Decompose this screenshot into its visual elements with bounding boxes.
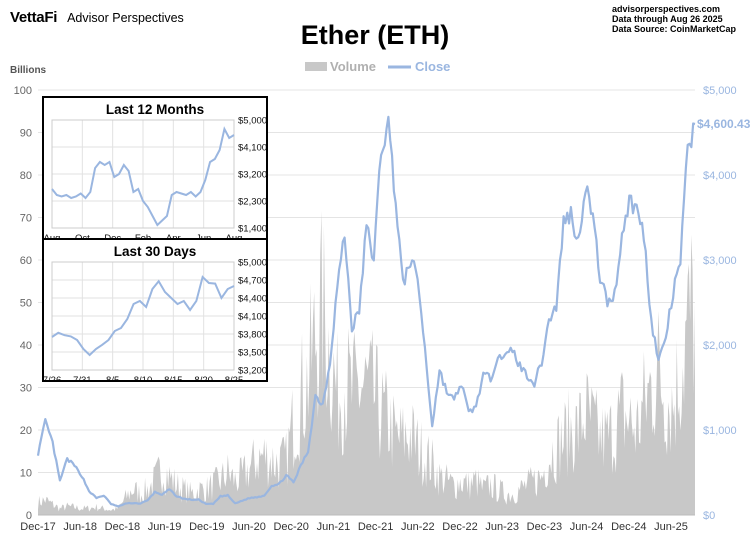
right-tick-label: $5,000 <box>703 85 737 97</box>
x-tick-label: Dec-24 <box>611 521 646 533</box>
right-tick-label: $3,000 <box>703 255 737 267</box>
left-tick-label: 40 <box>20 340 32 352</box>
inset-y-tick-label: $3,200 <box>238 366 266 377</box>
x-tick-label: Dec-22 <box>442 521 477 533</box>
left-tick-label: 60 <box>20 255 32 267</box>
left-tick-label: 50 <box>20 298 32 310</box>
legend-swatch-volume <box>305 62 327 71</box>
inset-y-tick-label: $2,300 <box>238 197 266 208</box>
source-line-data: Data Source: CoinMarketCap <box>611 24 736 34</box>
brand-name: VettaFi <box>10 9 58 26</box>
inset-30-days-chart: $3,200 $3,500 $3,800 $4,100 $4,400 $4,700 $5,0… <box>44 258 266 381</box>
left-tick-label: 10 <box>20 468 32 480</box>
legend-label-close: Close <box>415 59 450 74</box>
x-tick-label: Jun-23 <box>485 521 519 533</box>
inset-y-tick-label: $4,400 <box>238 294 266 305</box>
x-tick-label: Jun-24 <box>570 521 604 533</box>
inset-y-tick-label: $3,200 <box>238 170 266 181</box>
x-tick-label: Dec-19 <box>189 521 224 533</box>
x-tick-label: Dec-23 <box>527 521 562 533</box>
x-tick-label: Jun-25 <box>654 521 688 533</box>
inset-y-tick-label: $3,500 <box>238 348 266 359</box>
left-tick-label: 90 <box>20 128 32 140</box>
legend-label-volume: Volume <box>330 59 376 74</box>
x-tick-label: Jun-21 <box>317 521 351 533</box>
inset-x-tick-label: 8/20 <box>194 375 213 380</box>
right-tick-label: $4,000 <box>703 170 737 182</box>
inset-y-tick-label: $1,400 <box>238 224 266 235</box>
inset-y-tick-label: $3,800 <box>238 330 266 341</box>
volume-area <box>38 211 695 515</box>
x-tick-label: Dec-17 <box>20 521 55 533</box>
source-note: advisorperspectives.com Data through Aug… <box>612 4 736 34</box>
inset-y-tick-label: $4,700 <box>238 276 266 287</box>
left-axis-unit-label: Billions <box>10 65 47 76</box>
right-tick-label: $0 <box>703 510 715 522</box>
inset-plot-frame <box>51 119 235 229</box>
inset-12-months-chart: $1,400 $2,300 $3,200 $4,100 $5,000 Aug Oct Dec F… <box>44 116 266 239</box>
x-tick-label: Dec-21 <box>358 521 393 533</box>
x-tick-label: Dec-20 <box>273 521 308 533</box>
inset-y-tick-label: $5,000 <box>238 116 266 127</box>
last-value-label: $4,600.43 <box>697 117 750 131</box>
inset-x-tick-label: 8/25 <box>225 375 244 380</box>
inset-plot-frame <box>51 261 235 371</box>
inset-y-tick-label: $4,100 <box>238 143 266 154</box>
inset-x-tick-label: 7/26 <box>44 375 61 380</box>
right-tick-label: $1,000 <box>703 425 737 437</box>
left-tick-label: 20 <box>20 425 32 437</box>
source-line-date: Data through Aug 26 2025 <box>611 14 723 24</box>
left-tick-label: 100 <box>14 85 32 97</box>
source-line-site: advisorperspectives.com <box>611 4 721 14</box>
left-tick-label: 80 <box>20 170 32 182</box>
inset-30-days: Last 30 Days $3,200 $3,500 $3,800 $4,100 $4,… <box>42 238 268 382</box>
left-tick-label: 30 <box>20 383 32 395</box>
x-tick-label: Jun-19 <box>148 521 182 533</box>
brand-logo: VettaFi Advisor Perspectives <box>10 9 184 26</box>
inset-12-months-title: Last 12 Months <box>105 102 205 117</box>
x-tick-label: Dec-18 <box>105 521 140 533</box>
inset-y-tick-label: $5,000 <box>238 258 266 269</box>
chart-title: Ether (ETH) <box>300 20 450 50</box>
inset-x-tick-label: Oct <box>75 233 90 238</box>
right-tick-label: $2,000 <box>703 340 737 352</box>
inset-y-tick-label: $4,100 <box>238 312 266 323</box>
inset-x-tick-label: Aug <box>226 233 243 238</box>
inset-x-tick-label: Aug <box>44 233 60 238</box>
x-tick-label: Jun-18 <box>63 521 97 533</box>
x-tick-label: Jun-22 <box>401 521 435 533</box>
x-tick-label: Jun-20 <box>232 521 266 533</box>
inset-x-tick-label: 8/5 <box>106 375 119 380</box>
left-tick-label: 0 <box>26 510 32 522</box>
inset-x-tick-label: Dec <box>104 233 121 238</box>
inset-price-line <box>51 275 235 357</box>
brand-subtitle: Advisor Perspectives <box>67 11 184 25</box>
left-tick-label: 70 <box>20 213 32 225</box>
inset-price-line <box>51 126 235 227</box>
inset-x-tick-label: Feb <box>135 233 151 238</box>
inset-x-tick-label: Jun <box>196 233 211 238</box>
inset-x-tick-label: 8/10 <box>134 375 153 380</box>
inset-x-tick-label: Apr <box>166 233 181 238</box>
inset-x-tick-label: 8/15 <box>164 375 183 380</box>
inset-x-tick-label: 7/31 <box>73 375 92 380</box>
close-price-line <box>36 115 696 508</box>
inset-12-months: Last 12 Months $1,400 $2,300 $3,200 $4,100 $… <box>42 96 268 240</box>
inset-30-days-title: Last 30 Days <box>113 244 197 259</box>
